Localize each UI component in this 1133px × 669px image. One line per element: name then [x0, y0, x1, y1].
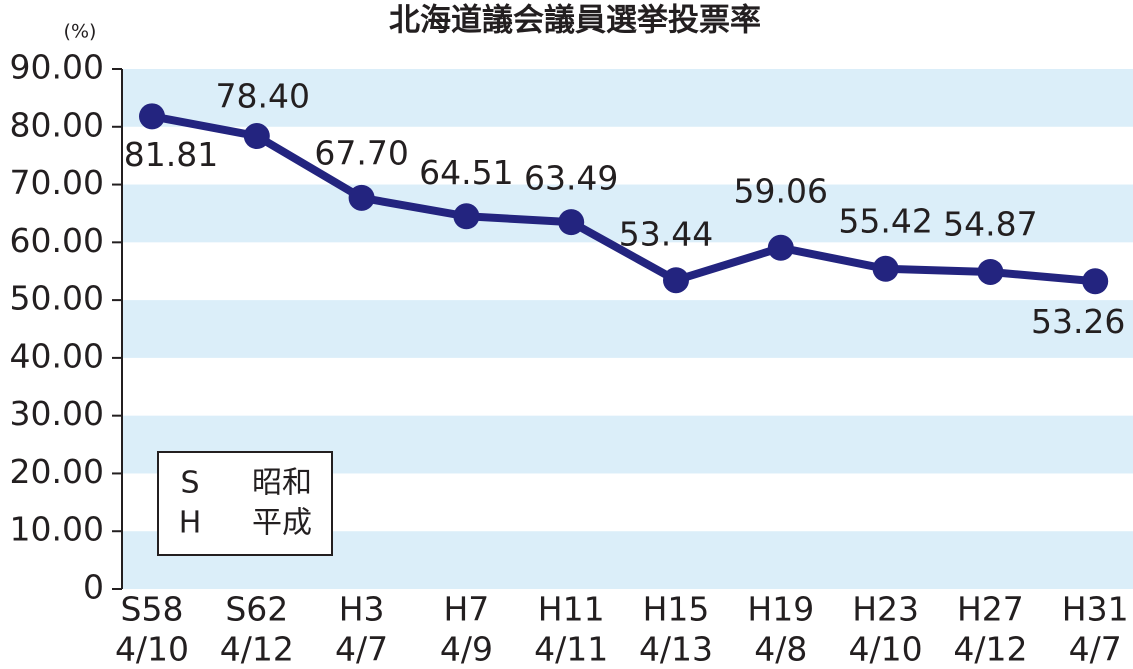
data-point: [139, 103, 165, 130]
data-point: [977, 258, 1004, 285]
data-label: 59.06: [734, 171, 828, 210]
data-point: [243, 123, 270, 150]
x-tick-label: 4/8: [754, 630, 807, 669]
data-label: 64.51: [419, 153, 513, 192]
y-tick-label: 70.00: [10, 163, 104, 202]
data-point: [1082, 268, 1109, 295]
data-point: [348, 184, 375, 211]
x-tick-label: 4/10: [115, 630, 189, 669]
data-point: [663, 267, 689, 294]
x-tick-label: H11: [538, 590, 605, 629]
x-tick-label: H3: [339, 590, 385, 629]
x-tick-label: H15: [643, 590, 710, 629]
y-tick-label: 60.00: [10, 221, 104, 260]
data-point: [558, 209, 585, 236]
data-label: 53.26: [1031, 302, 1125, 341]
x-tick-label: S58: [121, 590, 184, 629]
y-tick-label: 80.00: [10, 105, 104, 144]
data-line: [151, 112, 1096, 286]
grid-band: [122, 184, 1133, 243]
legend-era: 昭和: [252, 466, 312, 501]
y-tick-label: 20.00: [10, 452, 104, 491]
background-bands: [122, 69, 1133, 589]
x-tick-label: S62: [225, 590, 288, 629]
y-tick-label: 10.00: [10, 510, 104, 549]
data-point: [872, 255, 899, 282]
legend-era: 平成: [252, 506, 312, 541]
x-tick-label: 4/10: [849, 630, 923, 669]
data-label: 63.49: [524, 159, 618, 198]
grid-band: [122, 300, 1133, 358]
legend-abbrev: H: [179, 506, 202, 541]
x-tick-label: 4/11: [534, 630, 608, 669]
x-tick-label: H31: [1062, 590, 1129, 629]
chart-title: 北海道議会議員選挙投票率: [389, 3, 761, 39]
data-label: 67.70: [314, 133, 408, 172]
data-point: [767, 234, 794, 261]
y-tick-label: 90.00: [10, 48, 104, 87]
y-axis-unit: (%): [64, 21, 97, 43]
data-label: 53.44: [619, 215, 713, 254]
data-point: [453, 203, 480, 230]
x-tick-label: 4/9: [440, 630, 493, 669]
legend-box: [157, 451, 333, 556]
legend-abbrev: S: [180, 466, 199, 501]
x-tick-label: 4/13: [639, 630, 713, 669]
y-tick-label: 50.00: [10, 279, 104, 318]
x-tick-label: 4/7: [335, 630, 388, 669]
data-label: 54.87: [943, 204, 1037, 243]
x-tick-label: 4/7: [1069, 630, 1122, 669]
x-tick-label: 4/12: [953, 630, 1027, 669]
data-label: 55.42: [838, 201, 932, 240]
y-tick-label: 30.00: [10, 394, 104, 433]
data-label: 78.40: [216, 77, 310, 116]
x-tick-label: H7: [443, 590, 489, 629]
x-tick-label: H23: [852, 590, 919, 629]
x-tick-label: 4/12: [220, 630, 294, 669]
data-label: 81.81: [124, 135, 218, 174]
grid-band: [122, 69, 1133, 127]
x-tick-label: H19: [747, 590, 814, 629]
y-tick-label: 40.00: [10, 336, 104, 375]
y-tick-label: 0: [83, 568, 104, 607]
x-tick-label: H27: [957, 590, 1024, 629]
